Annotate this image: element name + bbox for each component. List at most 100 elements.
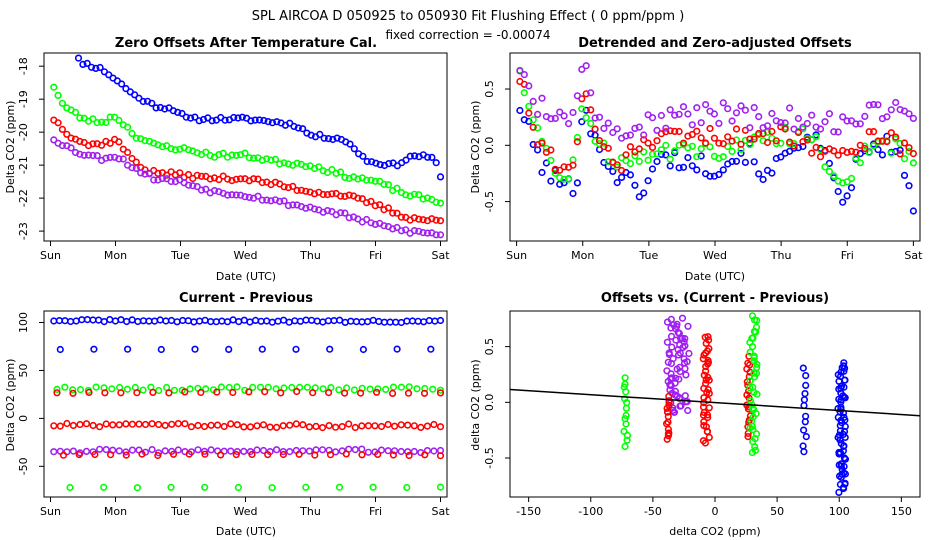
data-point-red <box>215 176 223 184</box>
data-point-blue <box>324 135 333 143</box>
data-point-blue <box>83 59 91 68</box>
x-tick-label: Wed <box>234 249 258 262</box>
data-point-purple-low <box>207 446 215 454</box>
data-point-blue-high <box>280 316 288 324</box>
data-point-blue-high <box>330 317 338 325</box>
data-point-green <box>250 154 258 162</box>
data-point-purple <box>719 99 727 107</box>
data-point-blue <box>238 113 246 121</box>
data-point-purple <box>595 113 604 121</box>
x-tick-label: Sat <box>431 505 450 518</box>
data-point-purple <box>865 101 873 109</box>
data-point-blue-high <box>425 317 433 325</box>
data-point-red-low <box>292 420 300 428</box>
data-point-purple <box>119 155 127 163</box>
data-point-red <box>293 186 301 195</box>
data-point-purple <box>137 169 145 177</box>
data-point-purple-low <box>115 447 123 455</box>
data-point-purple <box>371 220 379 228</box>
data-point-blue <box>755 170 763 178</box>
data-point-blue <box>640 189 648 197</box>
data-point-blue <box>260 116 268 125</box>
data-point-purple <box>676 363 684 371</box>
data-point-purple <box>415 227 423 235</box>
data-point-blue <box>273 118 281 126</box>
data-point-green <box>812 133 820 141</box>
data-point-blue <box>737 149 745 157</box>
data-point-green <box>626 160 635 168</box>
data-point-blue <box>675 164 683 172</box>
data-point-green-mid <box>429 385 437 393</box>
data-point-purple <box>905 110 913 118</box>
data-point-green <box>697 145 705 153</box>
data-point-purple-low <box>148 446 156 454</box>
data-point-blue-high <box>336 316 344 324</box>
data-point-red <box>635 145 643 153</box>
data-point-blue <box>320 134 328 142</box>
y-tick-label: 0.0 <box>483 394 496 412</box>
data-point-red <box>197 172 206 180</box>
data-point-blue <box>644 177 652 185</box>
data-point-blue <box>131 91 139 99</box>
data-point-blue <box>569 189 577 198</box>
data-point-red-lowest <box>91 450 99 459</box>
data-point-green <box>533 124 542 132</box>
data-point-blue <box>79 60 87 69</box>
data-point-blue-high <box>403 317 411 325</box>
data-point-purple-low <box>240 447 248 456</box>
data-point-green <box>693 153 701 161</box>
data-point-purple <box>678 314 687 322</box>
data-point-purple <box>393 223 401 232</box>
data-point-red <box>728 137 736 145</box>
data-point-blue-high <box>173 318 181 326</box>
data-point-red-low <box>305 423 314 431</box>
y-tick-label: -22 <box>17 189 30 207</box>
data-point-blue <box>221 116 229 124</box>
data-point-red-lowest <box>217 451 225 459</box>
data-point-green-mid <box>92 383 100 391</box>
data-point-blue-high <box>358 318 366 326</box>
y-tick-label: -18 <box>17 57 30 75</box>
data-point-purple <box>794 114 803 123</box>
data-point-blue <box>372 159 380 167</box>
data-point-blue <box>648 165 657 173</box>
data-point-red <box>847 147 856 155</box>
data-point-green <box>241 149 249 157</box>
data-point-purple <box>158 174 166 183</box>
data-point-blue-high <box>72 317 80 325</box>
data-point-purple <box>551 114 559 122</box>
data-point-purple <box>323 207 332 215</box>
data-point-purple <box>668 374 676 382</box>
data-point-green <box>302 163 310 171</box>
data-point-red-low <box>135 420 143 428</box>
data-point-purple-low <box>279 448 287 456</box>
data-point-red-low <box>102 420 110 428</box>
x-tick-label: 50 <box>770 505 784 518</box>
data-point-red <box>319 190 327 199</box>
data-point-purple <box>680 355 688 363</box>
data-point-red <box>662 128 670 136</box>
chart-title: Current - Previous <box>179 291 313 306</box>
data-point-blue-high <box>386 318 394 326</box>
data-point-green <box>753 363 761 372</box>
x-tick-label: Tue <box>638 249 658 262</box>
data-point-red-lowest <box>59 451 68 459</box>
data-point-red-mid <box>373 388 381 396</box>
data-point-purple <box>578 65 586 73</box>
data-point-red-low <box>430 420 438 429</box>
data-point-red <box>569 161 577 169</box>
data-point-red-low <box>174 420 182 428</box>
data-point-green-mid <box>241 386 249 394</box>
data-point-red <box>710 134 719 142</box>
data-point-blue <box>835 488 843 497</box>
y-tick-label: -21 <box>17 156 30 174</box>
data-point-red-mid <box>309 389 317 397</box>
data-point-purple-low <box>318 446 327 454</box>
data-point-purple-low <box>227 447 235 455</box>
data-point-red <box>878 137 887 145</box>
data-point-green <box>635 157 643 165</box>
data-point-blue-high <box>308 316 316 324</box>
data-point-red <box>595 137 604 145</box>
chart-current-minus-previous: Current - Previous Date (UTC) Delta CO2 … <box>4 291 450 538</box>
data-point-blue <box>715 170 723 179</box>
